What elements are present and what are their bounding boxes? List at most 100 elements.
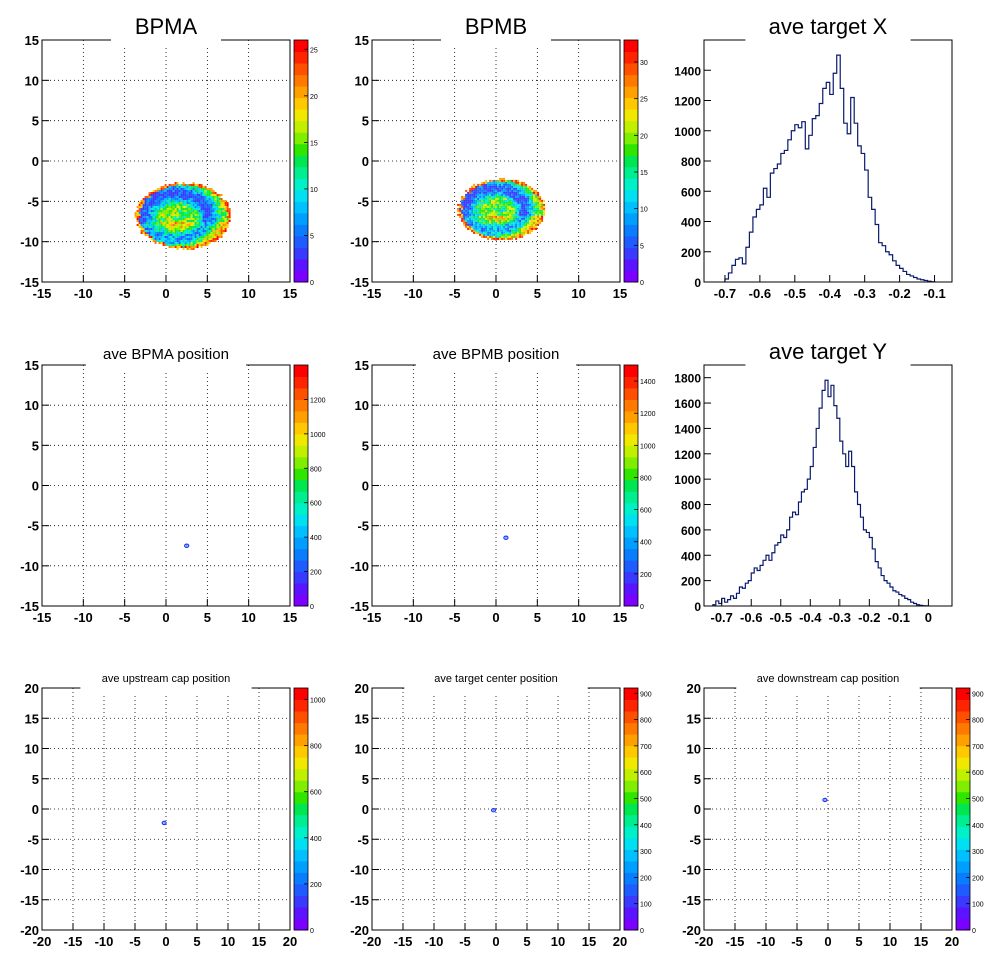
heatmap-cell bbox=[178, 192, 181, 194]
heatmap-cell bbox=[190, 242, 193, 244]
colorbar-band bbox=[294, 365, 308, 377]
heatmap-cell bbox=[543, 205, 546, 208]
heatmap-cell bbox=[148, 192, 151, 194]
heatmap-cell bbox=[206, 194, 209, 196]
heatmap-cell bbox=[154, 240, 157, 242]
heatmap-cell bbox=[192, 200, 195, 202]
heatmap-cell bbox=[525, 227, 528, 230]
heatmap-cell bbox=[479, 197, 482, 200]
heatmap-cell bbox=[200, 214, 203, 216]
heatmap-cell bbox=[481, 195, 484, 198]
heatmap-cell bbox=[138, 202, 141, 204]
heatmap-cell bbox=[537, 205, 540, 208]
heatmap-cell bbox=[158, 222, 161, 224]
heatmap-cell bbox=[142, 202, 145, 204]
heatmap-cell bbox=[142, 218, 145, 220]
heatmap-cell bbox=[150, 230, 153, 232]
heatmap-cell bbox=[471, 211, 474, 214]
heatmap-cell bbox=[489, 215, 492, 218]
colorbar-tick-label: 0 bbox=[310, 280, 314, 287]
heatmap-cell bbox=[493, 221, 496, 224]
heatmap-cell bbox=[156, 218, 159, 220]
heatmap-cell bbox=[182, 182, 185, 184]
heatmap-cell bbox=[170, 234, 173, 236]
heatmap-cell bbox=[471, 217, 474, 220]
heatmap-cell bbox=[501, 197, 504, 200]
heatmap-cell bbox=[178, 240, 181, 242]
heatmap-cell bbox=[487, 205, 490, 208]
heatmap-cell bbox=[216, 194, 219, 196]
heatmap-cell bbox=[541, 213, 544, 216]
heatmap-cell bbox=[533, 207, 536, 210]
heatmap-cell bbox=[200, 236, 203, 238]
x-tick-label: 20 bbox=[283, 934, 297, 949]
heatmap-cell bbox=[483, 213, 486, 216]
colorbar-band bbox=[624, 872, 638, 885]
heatmap-cell bbox=[533, 211, 536, 214]
heatmap-cell bbox=[493, 191, 496, 194]
colorbar-band bbox=[624, 895, 638, 908]
heatmap-cell bbox=[216, 218, 219, 220]
heatmap-cell bbox=[170, 186, 173, 188]
colorbar-band bbox=[624, 189, 638, 202]
x-tick-label: -15 bbox=[363, 286, 382, 301]
heatmap-cell bbox=[471, 229, 474, 232]
heatmap-cell bbox=[168, 226, 171, 228]
heatmap-cell bbox=[206, 212, 209, 214]
heatmap-cell bbox=[192, 202, 195, 204]
heatmap-cell bbox=[479, 219, 482, 222]
heatmap-cell bbox=[134, 216, 137, 218]
colorbar-band bbox=[624, 224, 638, 237]
heatmap-cell bbox=[164, 244, 167, 246]
heatmap-cell bbox=[202, 210, 205, 212]
heatmap-cell bbox=[182, 218, 185, 220]
heatmap-cell bbox=[166, 236, 169, 238]
heatmap-cell bbox=[180, 200, 183, 202]
heatmap-cell bbox=[204, 234, 207, 236]
heatmap-cell bbox=[220, 220, 223, 222]
heatmap-cell bbox=[479, 193, 482, 196]
heatmap-cell bbox=[210, 198, 213, 200]
heatmap-cell bbox=[166, 234, 169, 236]
heatmap-cell bbox=[192, 208, 195, 210]
heatmap-cell bbox=[473, 217, 476, 220]
heatmap-cell bbox=[495, 233, 498, 236]
heatmap-cell bbox=[192, 246, 195, 248]
heatmap-cell bbox=[216, 216, 219, 218]
colorbar-band bbox=[956, 860, 970, 873]
heatmap-cell bbox=[206, 204, 209, 206]
heatmap-cell bbox=[509, 197, 512, 200]
heatmap-cell bbox=[481, 205, 484, 208]
heatmap-cell bbox=[487, 201, 490, 204]
heatmap-cell bbox=[158, 198, 161, 200]
heatmap-cell bbox=[188, 194, 191, 196]
heatmap-cell bbox=[214, 218, 217, 220]
y-tick-label: 1400 bbox=[674, 422, 701, 436]
heatmap-cell bbox=[184, 194, 187, 196]
y-tick-label: -10 bbox=[350, 559, 369, 574]
heatmap-cell bbox=[158, 236, 161, 238]
heatmap-cell bbox=[537, 211, 540, 214]
heatmap-cell bbox=[168, 204, 171, 206]
x-tick-label: -0.5 bbox=[784, 286, 806, 301]
heatmap-cell bbox=[166, 192, 169, 194]
heatmap-cell bbox=[168, 192, 171, 194]
heatmap-cell bbox=[523, 219, 526, 222]
heatmap-cell bbox=[174, 226, 177, 228]
heatmap-cell bbox=[501, 231, 504, 234]
heatmap-cell bbox=[210, 240, 213, 242]
heatmap-cell bbox=[158, 230, 161, 232]
heatmap-cell bbox=[160, 210, 163, 212]
heatmap-cell bbox=[164, 236, 167, 238]
heatmap-cell bbox=[180, 196, 183, 198]
heatmap-cell bbox=[140, 222, 143, 224]
heatmap-cell bbox=[170, 230, 173, 232]
heatmap-cell bbox=[465, 213, 468, 216]
heatmap-cell bbox=[194, 240, 197, 242]
heatmap-cell bbox=[475, 205, 478, 208]
heatmap-cell bbox=[152, 218, 155, 220]
heatmap-cell bbox=[182, 240, 185, 242]
heatmap-cell bbox=[200, 224, 203, 226]
heatmap-cell bbox=[507, 201, 510, 204]
heatmap-cell bbox=[178, 228, 181, 230]
